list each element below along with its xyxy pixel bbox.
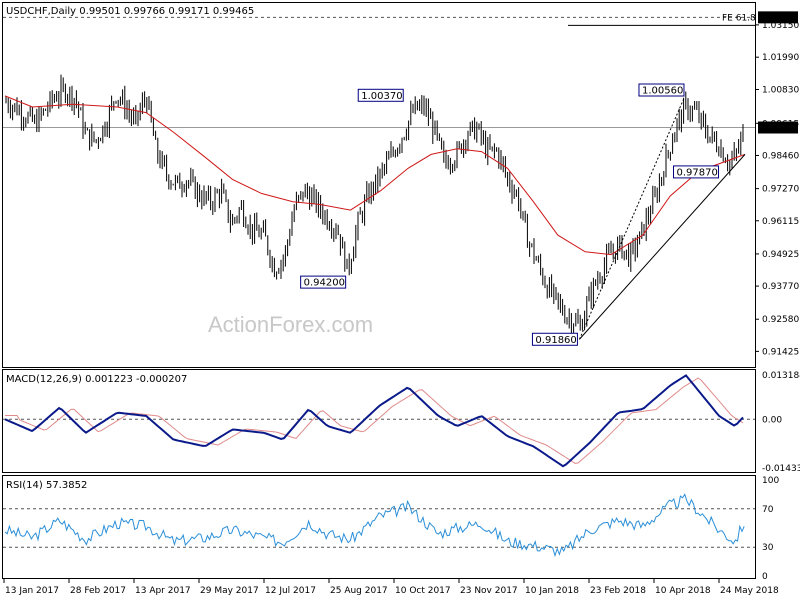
rsi-panel-frame xyxy=(2,475,756,579)
x-tick-label: 29 May 2017 xyxy=(200,586,259,596)
macd-y-tick: 0.013184 xyxy=(762,371,800,381)
panel-frames xyxy=(2,2,756,579)
main-y-tick: 1.03150 xyxy=(762,21,799,31)
annotation-label: 0.91860 xyxy=(535,335,576,346)
annotation-box xyxy=(673,165,720,179)
rsi-header: RSI(14) 57.3852 xyxy=(6,480,87,491)
macd-y-tick: -0.014339 xyxy=(762,464,800,474)
x-tick-label: 10 Apr 2018 xyxy=(655,586,711,596)
main-y-tick: 1.01990 xyxy=(762,53,799,63)
main-y-tick: 0.96115 xyxy=(762,217,799,227)
annotation-label: 0.97870 xyxy=(677,167,718,178)
annotation-label: 1.00370 xyxy=(361,91,402,102)
macd-header: MACD(12,26,9) 0.001223 -0.000207 xyxy=(6,374,187,385)
rsi-y-tick: 30 xyxy=(762,543,774,553)
main-y-tick: 0.94925 xyxy=(762,250,799,260)
y-axis-labels: 1.031501.019901.008300.996150.984600.972… xyxy=(755,11,800,582)
rsi-line xyxy=(4,493,745,558)
x-tick-label: 10 Oct 2017 xyxy=(395,586,451,596)
fe-label: FE 61.8 xyxy=(722,13,756,23)
x-tick-label: 10 Jan 2018 xyxy=(525,586,579,596)
reference-lines xyxy=(3,16,755,548)
macd-panel-frame xyxy=(2,369,756,473)
main-y-tick: 0.91425 xyxy=(762,347,799,357)
annotation-box xyxy=(531,332,578,346)
x-axis-labels: 13 Jan 2017 28 Feb 2017 13 Apr 2017 29 May … xyxy=(3,579,779,596)
current-price-label: 0.99465 xyxy=(760,123,797,133)
rsi-y-tick: 70 xyxy=(762,505,774,515)
fe-price-label: 1.03420 xyxy=(760,13,797,23)
x-tick-label: 12 Jul 2017 xyxy=(265,586,316,596)
macd-y-tick: 0.00 xyxy=(762,415,782,425)
annotation-box xyxy=(357,88,404,102)
main-y-tick: 0.98460 xyxy=(762,151,799,161)
annotation-box xyxy=(300,275,347,289)
macd-line xyxy=(4,374,744,468)
x-tick-label: 28 Feb 2017 xyxy=(70,586,126,596)
indicator-lines xyxy=(4,95,746,558)
x-tick-label: 23 Nov 2017 xyxy=(460,586,518,596)
x-tick-label: 25 Aug 2017 xyxy=(330,586,388,596)
main-y-tick: 1.00830 xyxy=(762,85,799,95)
current-price-box xyxy=(758,121,798,134)
main-panel-frame xyxy=(2,2,756,368)
main-y-tick: 0.93770 xyxy=(762,282,799,292)
watermark: ActionForex.com xyxy=(208,312,373,337)
main-y-tick: 0.97270 xyxy=(762,185,799,195)
fe-price-box xyxy=(758,11,798,24)
x-tick-label: 13 Jan 2017 xyxy=(5,586,59,596)
annotation-boxes: FE 61.8 1.00370 1.00560 0.94200 0.97870 0.918… xyxy=(300,13,756,346)
moving-average-line xyxy=(4,95,746,256)
projection-dotted-line xyxy=(578,96,685,340)
x-tick-label: 13 Apr 2017 xyxy=(135,586,191,596)
main-y-tick: 0.92580 xyxy=(762,315,799,325)
x-tick-label: 23 Feb 2018 xyxy=(590,586,646,596)
price-bars xyxy=(5,74,744,334)
annotation-label: 0.94200 xyxy=(304,278,345,289)
annotation-box xyxy=(638,83,685,97)
main-header: USDCHF,Daily 0.99501 0.99766 0.99171 0.9… xyxy=(6,6,254,17)
rsi-y-tick: 100 xyxy=(762,476,779,486)
rsi-y-tick: 0 xyxy=(762,572,768,582)
annotation-label: 1.00560 xyxy=(642,86,683,97)
support-trendline xyxy=(579,154,746,340)
x-tick-label: 24 May 2018 xyxy=(720,586,779,596)
